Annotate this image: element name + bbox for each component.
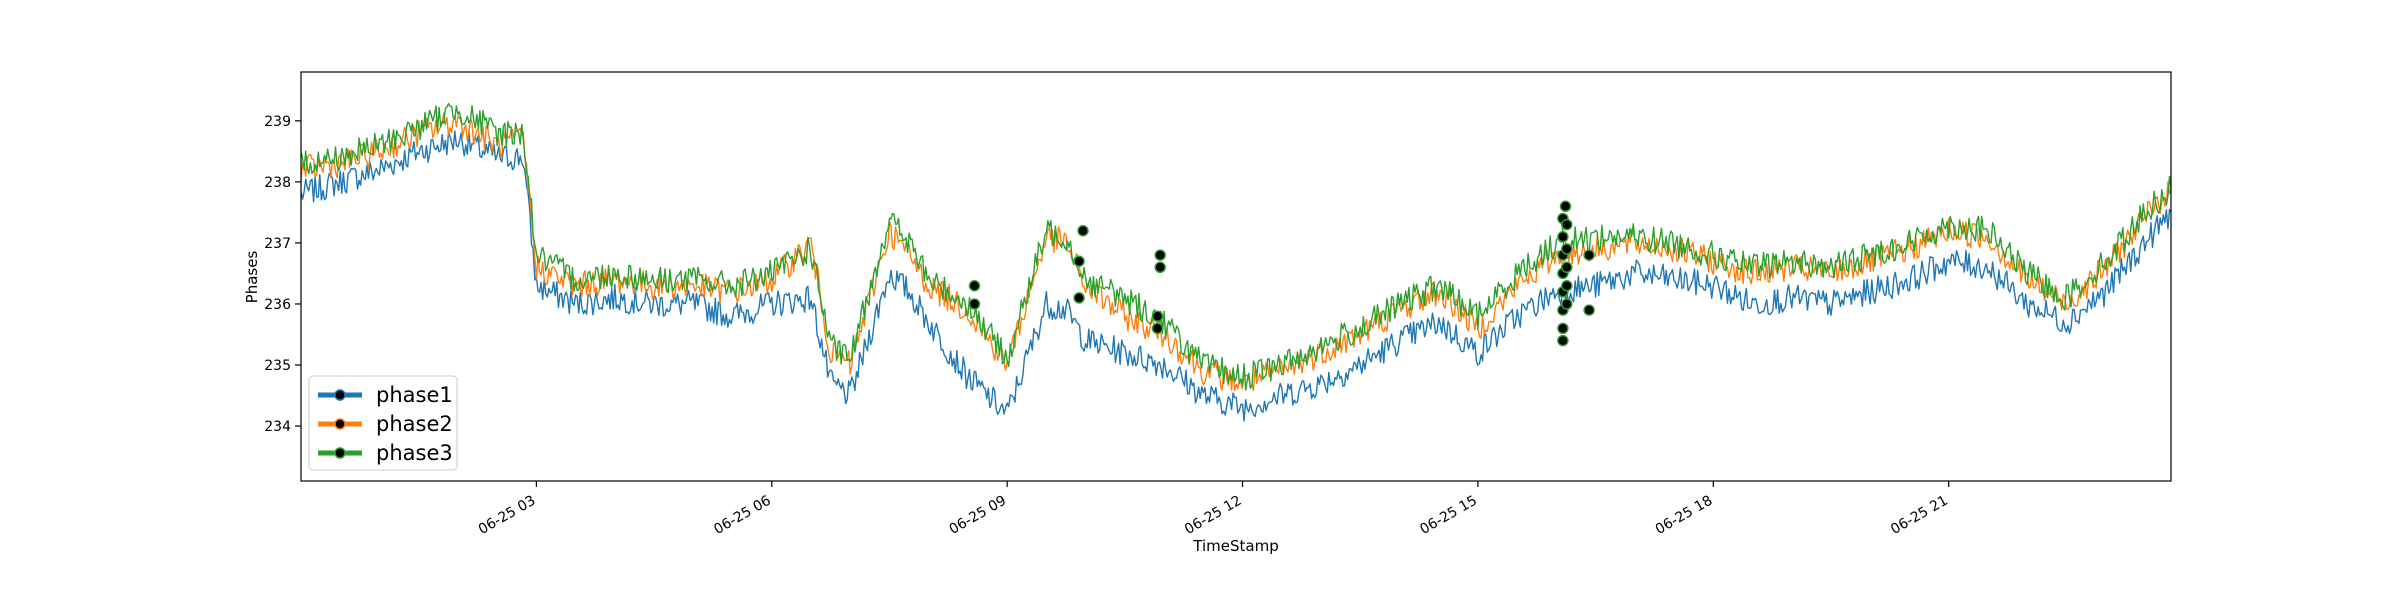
- series-layer: [300, 102, 2172, 422]
- legend-marker-phase1: [334, 389, 346, 401]
- plot-frame: [300, 71, 2172, 482]
- anomaly-marker: [968, 298, 981, 310]
- y-axis-ticks: 234 235 236 237 238 239: [264, 114, 301, 435]
- anomaly-marker: [1583, 249, 1595, 261]
- x-tick-label: 06-25 09: [947, 493, 1010, 538]
- legend-marker-phase3: [334, 447, 346, 459]
- anomaly-marker: [1154, 249, 1166, 261]
- y-tick-label: 239: [264, 114, 291, 130]
- anomaly-marker: [1561, 279, 1573, 292]
- x-tick-label: 06-25 12: [1182, 493, 1245, 538]
- anomaly-marker: [1561, 261, 1573, 274]
- series-line-phase1: [300, 130, 2172, 422]
- anomaly-marker: [1557, 231, 1569, 243]
- x-tick-label: 06-25 06: [711, 493, 774, 538]
- anomaly-marker: [1561, 218, 1573, 231]
- y-tick-label: 237: [264, 236, 291, 252]
- anomaly-marker: [968, 279, 981, 292]
- y-tick-label: 238: [264, 175, 291, 191]
- anomaly-marker: [1154, 261, 1166, 274]
- y-axis-label: Phases: [243, 251, 261, 304]
- anomaly-marker: [1559, 200, 1572, 213]
- y-tick-label: 235: [264, 358, 291, 374]
- anomaly-marker: [1151, 310, 1164, 322]
- legend-box: [308, 375, 458, 471]
- x-axis-ticks: 06-25 03 06-25 06 06-25 09 06-25 12 06-25 15…: [476, 481, 1951, 538]
- series-line-phase3: [300, 102, 2172, 391]
- anomaly-marker: [1561, 298, 1573, 310]
- x-tick-label: 06-25 21: [1888, 493, 1951, 538]
- legend-label-phase1: phase1: [376, 383, 453, 407]
- legend-label-phase2: phase2: [376, 412, 453, 436]
- x-tick-label: 06-25 15: [1417, 493, 1480, 538]
- anomaly-marker: [1073, 292, 1085, 304]
- anomaly-marker: [1151, 322, 1164, 335]
- y-tick-label: 236: [264, 297, 291, 313]
- anomaly-marker-layer: [968, 200, 1595, 347]
- anomaly-marker: [1073, 255, 1085, 267]
- legend-label-phase3: phase3: [376, 441, 453, 465]
- x-tick-label: 06-25 18: [1653, 493, 1716, 538]
- y-tick-label: 234: [264, 419, 291, 435]
- legend-marker-phase2: [334, 418, 346, 430]
- x-axis-label: TimeStamp: [1192, 537, 1278, 555]
- anomaly-marker: [1077, 224, 1089, 237]
- anomaly-marker: [1557, 334, 1569, 347]
- legend: phase1 phase2 phase3: [308, 375, 458, 471]
- anomaly-marker: [1583, 304, 1595, 316]
- anomaly-marker: [1561, 243, 1573, 255]
- anomaly-marker: [1557, 322, 1569, 335]
- x-tick-label: 06-25 03: [476, 493, 539, 538]
